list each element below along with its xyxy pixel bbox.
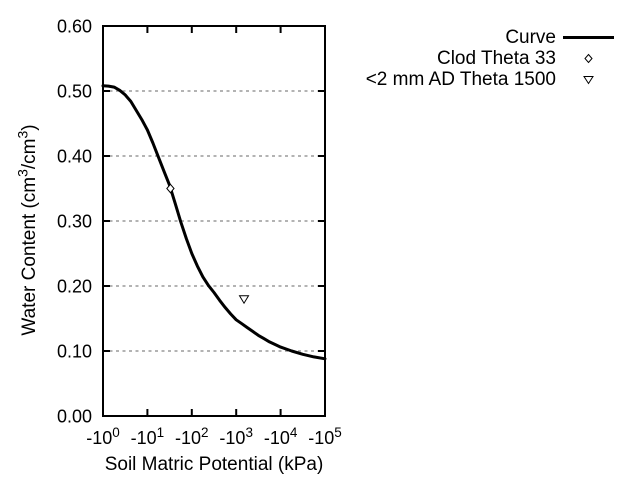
y-tick-label: 0.00 [57, 407, 92, 427]
y-tick-label: 0.10 [57, 342, 92, 362]
legend-label-clod-theta-33: Clod Theta 33 [436, 48, 556, 69]
legend-label-curve: Curve [505, 27, 556, 48]
y-tick-label: 0.50 [57, 82, 92, 102]
y-tick-label: 0.60 [57, 17, 92, 37]
legend-item-clod-theta-33: Clod Theta 33 [366, 48, 620, 69]
y-tick-label: 0.30 [57, 212, 92, 232]
triangle-down-data-marker [238, 295, 250, 305]
diamond-data-marker [166, 183, 175, 194]
triangle-down-marker-icon [582, 76, 594, 85]
x-tick-label: -102 [175, 425, 209, 448]
y-axis-title: Water Content (cm3/cm3) [15, 124, 41, 335]
y-tick-label: 0.40 [57, 147, 92, 167]
x-axis-title: Soil Matric Potential (kPa) [105, 454, 324, 475]
x-tick-label: -101 [131, 425, 165, 448]
legend-item-ad-theta-1500: <2 mm AD Theta 1500 [366, 69, 620, 90]
legend-item-curve: Curve [366, 27, 620, 48]
x-tick-label: -104 [264, 425, 298, 448]
y-tick-label: 0.20 [57, 277, 92, 297]
x-tick-label: -105 [308, 425, 342, 448]
curve-line [101, 84, 327, 361]
legend: Curve Clod Theta 33 <2 mm AD Theta 1500 [366, 27, 620, 90]
legend-label-ad-theta-1500: <2 mm AD Theta 1500 [365, 69, 556, 90]
legend-key-ad-theta-1500 [556, 69, 620, 90]
legend-key-clod-theta-33 [556, 48, 620, 69]
x-tick-label: -103 [219, 425, 253, 448]
x-tick-label: -100 [86, 425, 120, 448]
diamond-marker-icon [583, 53, 593, 64]
line-sample-icon [562, 36, 614, 39]
legend-key-curve [556, 27, 620, 48]
